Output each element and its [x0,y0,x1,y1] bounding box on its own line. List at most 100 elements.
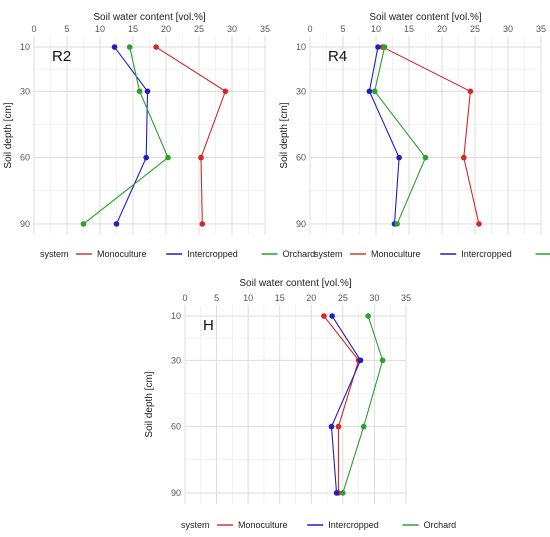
data-point-orchard [379,357,386,364]
data-point-intercropped [329,313,335,319]
legend-title: system [40,249,69,259]
y-tick-label: 10 [20,42,30,52]
x-axis-title: Soil water content [vol.%] [93,12,205,23]
y-tick-label: 30 [296,86,306,96]
x-tick-label: 10 [371,24,381,34]
x-tick-label: 10 [243,293,253,303]
data-point-orchard [80,221,87,227]
series-line-intercropped [330,315,362,493]
x-tick-label: 0 [307,24,312,34]
y-axis-title: Soil depth [cm] [279,102,290,168]
x-axis-title: Soil water content [vol.%] [369,12,481,23]
legend-label-orchard: Orchard [424,520,457,530]
y-tick-label: 90 [20,219,30,229]
data-point-monoculture [199,221,206,227]
x-tick-label: 10 [95,24,105,34]
x-tick-label: 30 [227,24,237,34]
y-tick-label: 10 [296,42,306,52]
y-tick-label: 60 [171,422,181,432]
data-point-intercropped [144,88,151,95]
data-point-intercropped [375,44,381,50]
data-point-monoculture [198,154,204,161]
chart-panel-r4: 0 5 10 15 20 25 30 35 10 30 60 90 Soil water content… [279,12,550,259]
y-axis-title: Soil depth [cm] [144,371,155,437]
data-point-intercropped [333,490,340,496]
series-line-orchard [374,46,427,225]
x-tick-label: 20 [306,293,316,303]
series-line-intercropped [114,46,149,225]
legend-label-intercropped: Intercropped [187,249,238,259]
x-tick-label: 20 [161,24,171,34]
y-tick-label: 60 [20,153,30,163]
data-point-orchard [165,154,171,161]
data-point-monoculture [321,313,327,319]
x-tick-label: 5 [340,24,345,34]
x-tick-label: 15 [404,24,414,34]
data-point-monoculture [335,423,342,430]
data-point-orchard [126,44,133,50]
y-tick-label: 90 [296,219,306,229]
y-tick-label: 60 [296,153,306,163]
series-line-orchard [342,315,384,494]
x-axis-title: Soil water content [vol.%] [239,278,351,289]
data-point-monoculture [222,88,229,95]
x-tick-label: 15 [275,293,285,303]
chart-panel-h: 0 5 10 15 20 25 30 35 10 30 60 90 Soil water content… [144,278,456,530]
data-point-monoculture [153,44,159,50]
series-line-monoculture [323,315,360,493]
x-tick-label: 20 [437,24,447,34]
data-point-intercropped [366,88,373,95]
x-tick-label: 30 [369,293,379,303]
data-point-orchard [422,154,429,161]
data-point-orchard [340,490,346,496]
y-tick-label: 90 [171,488,181,498]
data-point-orchard [371,88,378,95]
x-tick-label: 5 [214,293,219,303]
data-point-orchard [381,44,388,50]
chart-panel-r2: 0 5 10 15 20 25 30 35 10 30 60 90 Soil water content… [3,12,315,259]
data-point-orchard [360,423,367,430]
data-point-intercropped [396,154,402,161]
x-tick-label: 15 [128,24,138,34]
x-tick-label: 0 [31,24,36,34]
x-tick-label: 30 [503,24,513,34]
series-line-intercropped [368,46,400,224]
legend: system Monoculture Intercropped Orchard [181,520,456,530]
x-tick-label: 35 [260,24,270,34]
legend-label-intercropped: Intercropped [328,520,379,530]
series-line-monoculture [382,46,480,225]
legend-label-monoculture: Monoculture [238,520,288,530]
data-point-orchard [394,221,400,227]
x-tick-label: 35 [536,24,546,34]
data-point-intercropped [111,44,118,50]
legend-title: system [181,520,210,530]
x-tick-label: 0 [182,293,187,303]
x-tick-label: 35 [401,293,411,303]
panel-label: R2 [52,48,71,65]
legend-label-orchard: Orchard [283,249,316,259]
data-point-intercropped [143,154,149,161]
x-tick-label: 25 [470,24,480,34]
data-point-orchard [136,88,143,95]
data-point-monoculture [460,154,467,161]
data-point-orchard [365,313,371,319]
data-point-intercropped [357,357,364,364]
legend-label-monoculture: Monoculture [97,249,147,259]
data-point-monoculture [476,221,482,227]
y-tick-label: 30 [20,86,30,96]
x-tick-label: 5 [64,24,69,34]
panel-label: R4 [328,48,347,65]
y-axis-title: Soil depth [cm] [3,102,14,168]
y-tick-label: 30 [171,355,181,365]
legend-title: system [314,249,343,259]
x-tick-label: 25 [338,293,348,303]
data-point-intercropped [328,423,335,430]
series-line-monoculture [155,46,227,224]
panel-label: H [203,317,214,334]
data-point-monoculture [467,88,474,95]
series-line-orchard [83,46,169,225]
legend-label-intercropped: Intercropped [461,249,512,259]
legend: system Monoculture Intercropped Orchard [40,249,315,259]
